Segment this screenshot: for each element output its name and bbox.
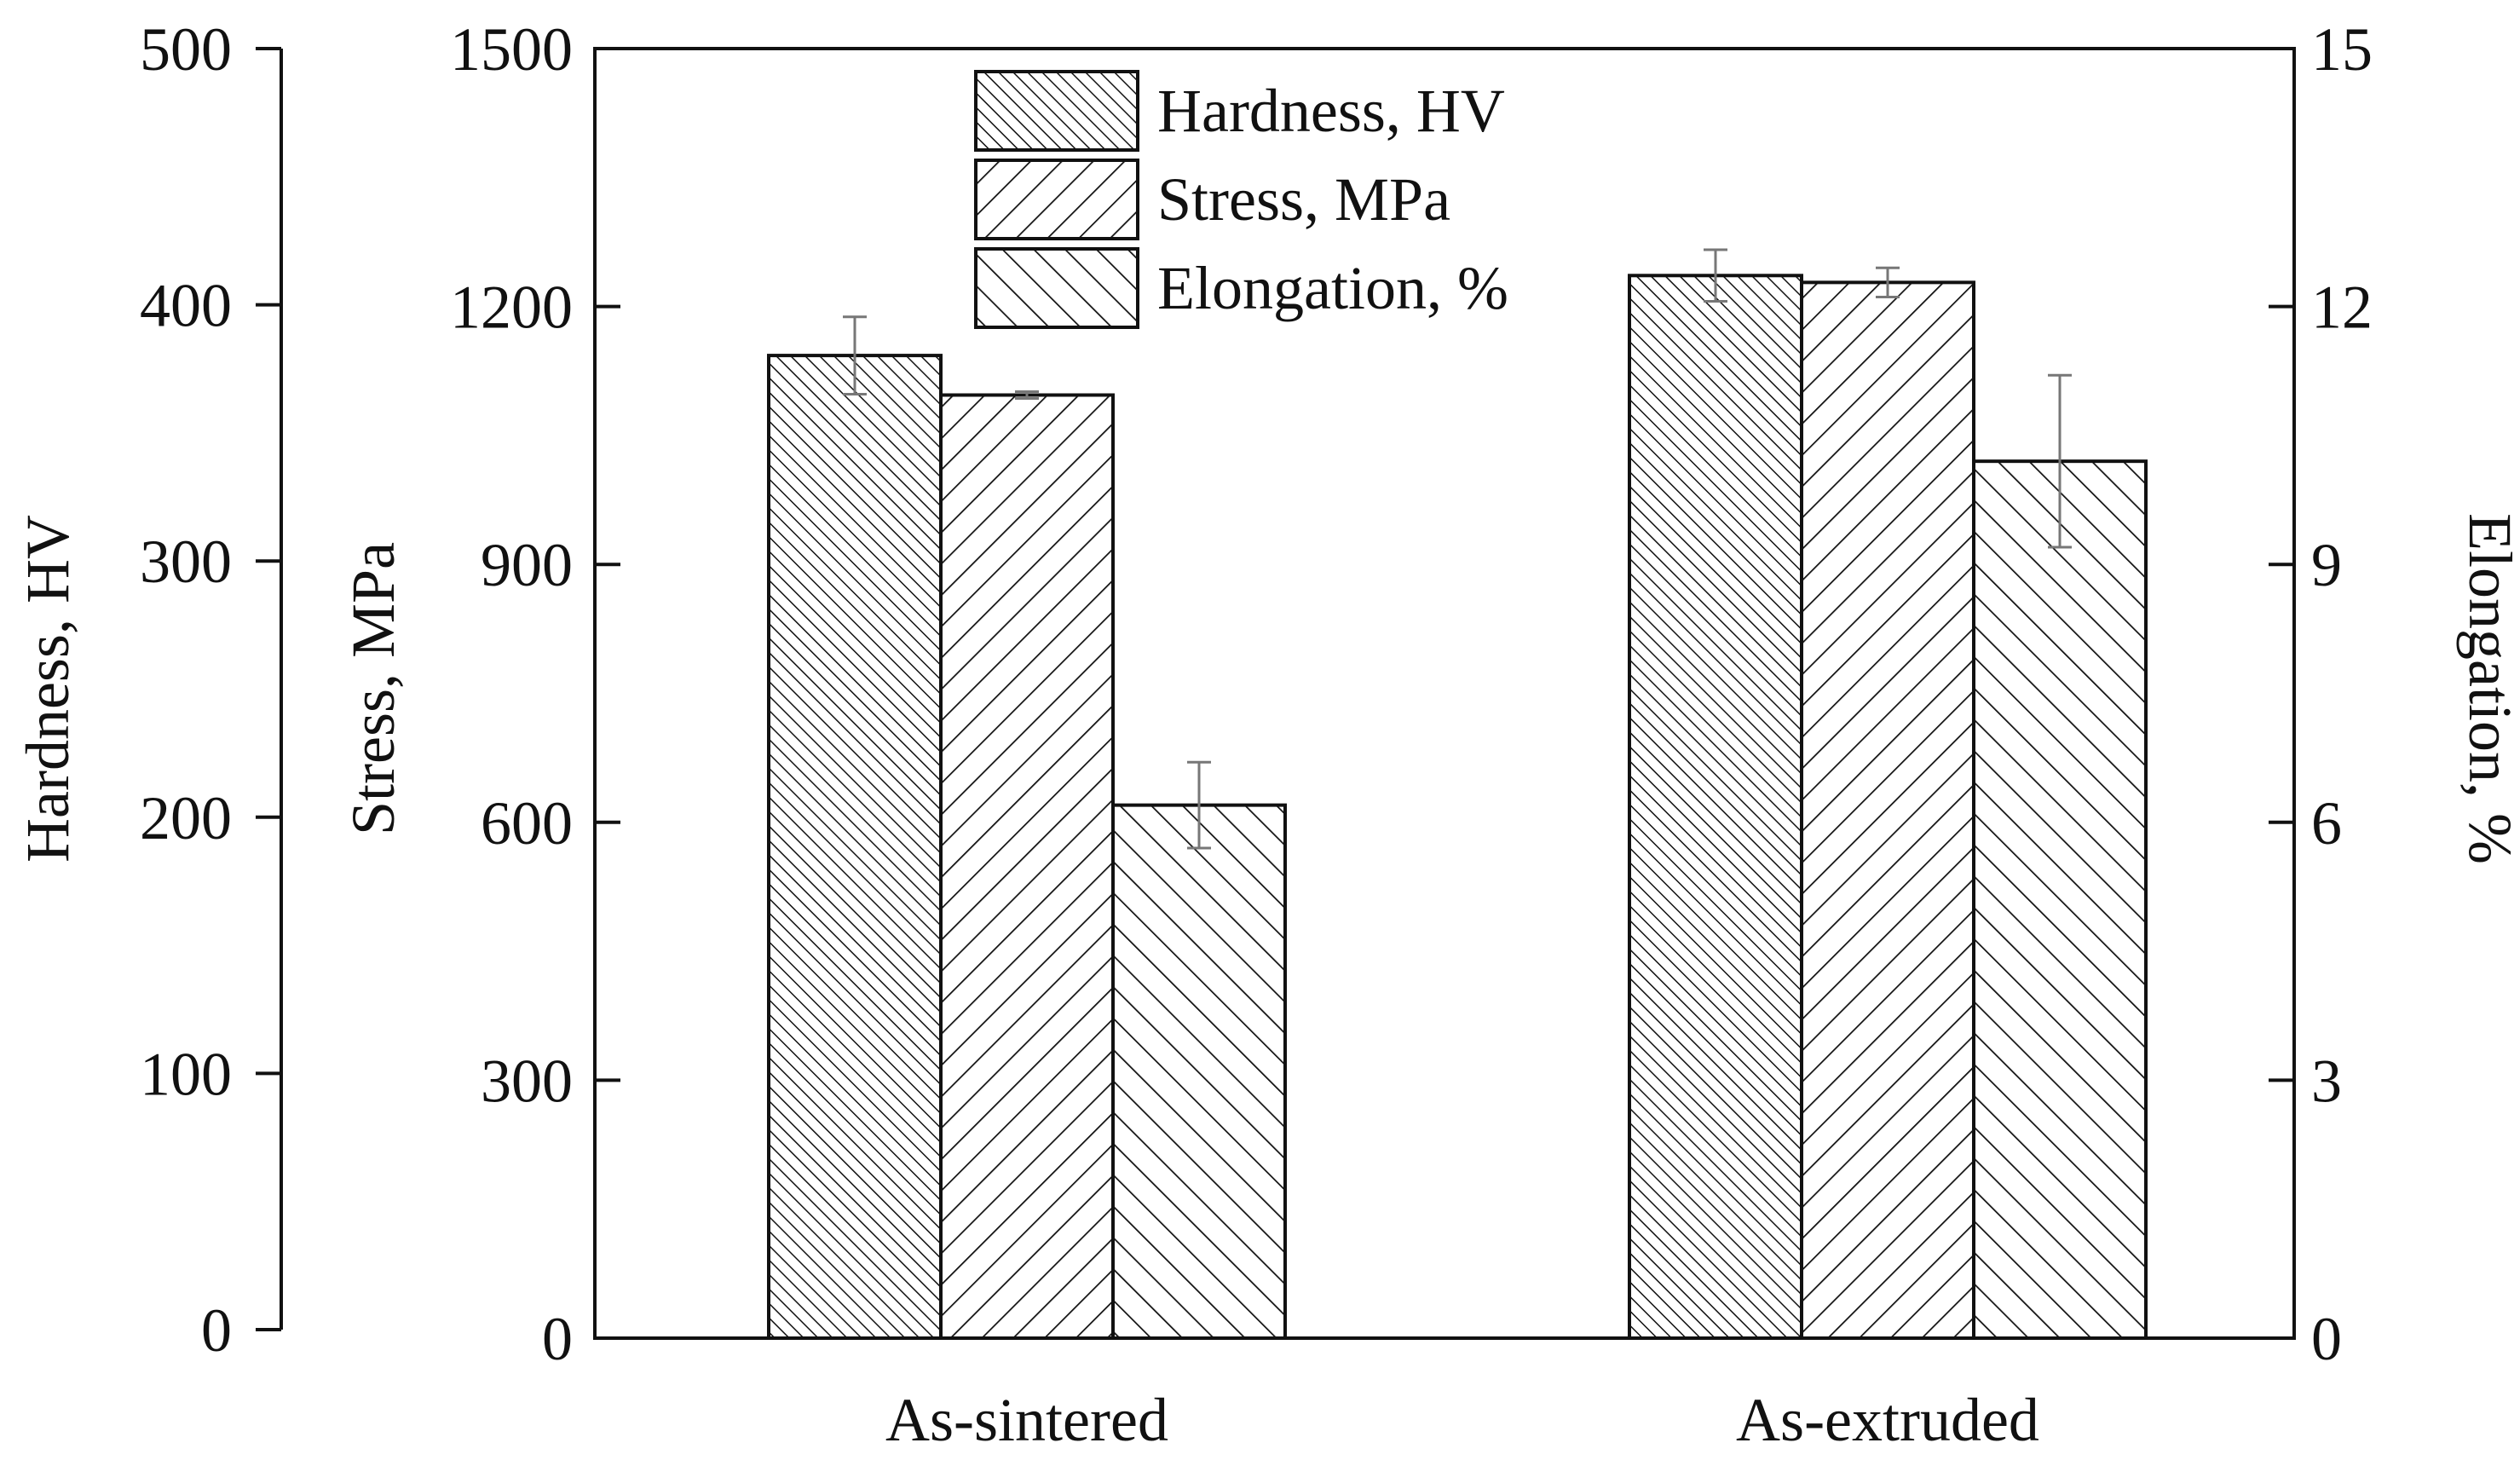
bar-hardness-as-sintered xyxy=(767,354,943,1340)
bars xyxy=(767,274,2148,1341)
legend-swatch-hardness xyxy=(974,70,1139,152)
legend-label-hardness: Hardness, HV xyxy=(1157,77,1505,145)
hardness-tick-label: 100 xyxy=(140,1040,232,1108)
plot-frame xyxy=(593,47,2296,1340)
stress-tick-label: 600 xyxy=(481,789,573,857)
category-label: As-sintered xyxy=(885,1386,1168,1454)
legend: Hardness, HV Stress, MPa Elongation, % xyxy=(974,70,1508,329)
stress-tick-label: 300 xyxy=(481,1047,573,1115)
bar-hardness-as-extruded xyxy=(1628,274,1803,1341)
elongation-tick-label: 0 xyxy=(2311,1305,2342,1373)
hardness-axis: 0 100 200 300 400 500 xyxy=(140,15,281,1365)
hardness-tick-label: 0 xyxy=(201,1296,232,1365)
stress-tick-label: 1500 xyxy=(450,15,573,84)
stress-tick-label: 0 xyxy=(542,1305,573,1373)
elongation-axis-title: Elongation, % xyxy=(2456,513,2520,864)
elongation-axis: 0 3 6 9 12 15 xyxy=(2269,15,2373,1373)
category-labels: As-sintered As-extruded xyxy=(885,1386,2039,1454)
legend-label-stress: Stress, MPa xyxy=(1157,165,1450,234)
hardness-tick-label: 400 xyxy=(140,272,232,340)
hardness-tick-label: 200 xyxy=(140,784,232,852)
elongation-tick-label: 15 xyxy=(2311,15,2373,84)
stress-tick-label: 1200 xyxy=(450,274,573,342)
category-label: As-extruded xyxy=(1736,1386,2039,1454)
bar-elongation-as-sintered xyxy=(1111,803,1287,1340)
elongation-tick-label: 3 xyxy=(2311,1047,2342,1115)
stress-axis-title: Stress, MPa xyxy=(339,542,407,835)
legend-label-elongation: Elongation, % xyxy=(1157,254,1508,322)
elongation-tick-label: 12 xyxy=(2311,274,2373,342)
legend-swatch-elongation xyxy=(974,247,1139,329)
elongation-tick-label: 9 xyxy=(2311,531,2342,599)
legend-swatch-stress xyxy=(974,159,1139,240)
bar-stress-as-extruded xyxy=(1800,280,1975,1341)
hardness-axis-title: Hardness, HV xyxy=(14,515,82,863)
hardness-tick-label: 300 xyxy=(140,528,232,596)
bar-elongation-as-extruded xyxy=(1972,459,2148,1340)
elongation-tick-label: 6 xyxy=(2311,789,2342,857)
hardness-tick-label: 500 xyxy=(140,15,232,84)
stress-axis: 0 300 600 900 1200 1500 xyxy=(450,15,620,1373)
bar-stress-as-sintered xyxy=(939,393,1115,1340)
stress-tick-label: 900 xyxy=(481,531,573,599)
error-bars xyxy=(843,248,2072,850)
